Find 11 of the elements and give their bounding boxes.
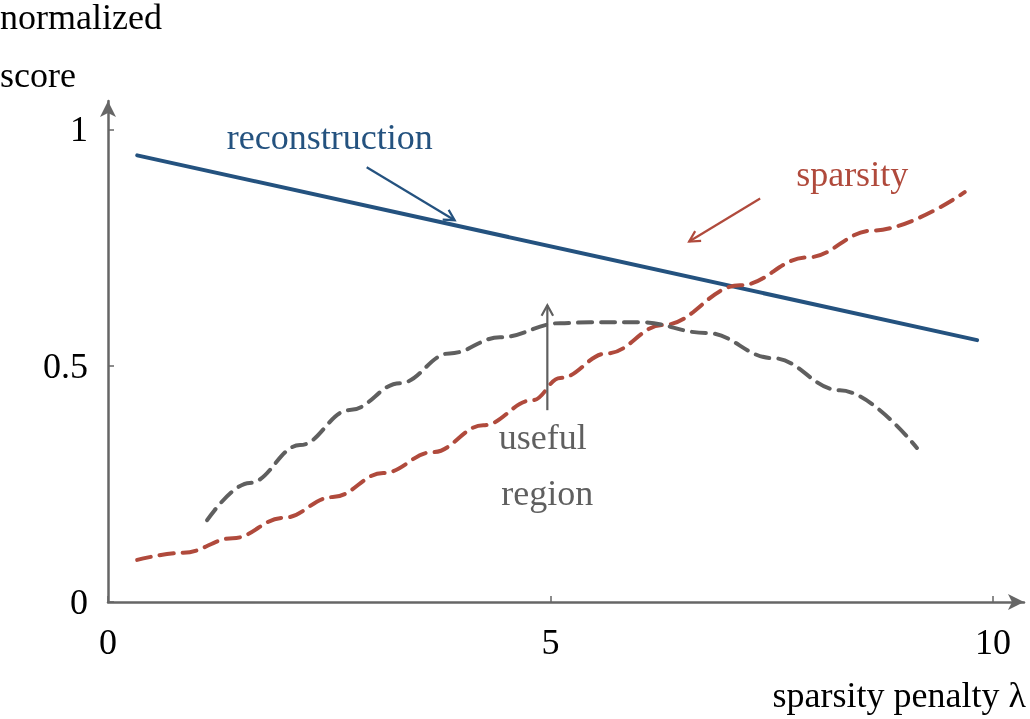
y-tick-label: 0.5 [43, 345, 88, 386]
x-tick-label: 5 [541, 622, 560, 662]
x-tick-label: 10 [975, 622, 1012, 662]
x-axis-title: sparsity penalty λ [772, 675, 1027, 715]
annotation: useful region [498, 417, 596, 514]
y-tick-label: 0 [70, 582, 88, 622]
y-tick-label: 1 [70, 109, 88, 150]
x-tick-label: 0 [99, 622, 117, 662]
series-label: sparsity [796, 153, 909, 194]
y-axis-title: normalized score [0, 0, 171, 95]
series-label: reconstruction [226, 117, 433, 158]
